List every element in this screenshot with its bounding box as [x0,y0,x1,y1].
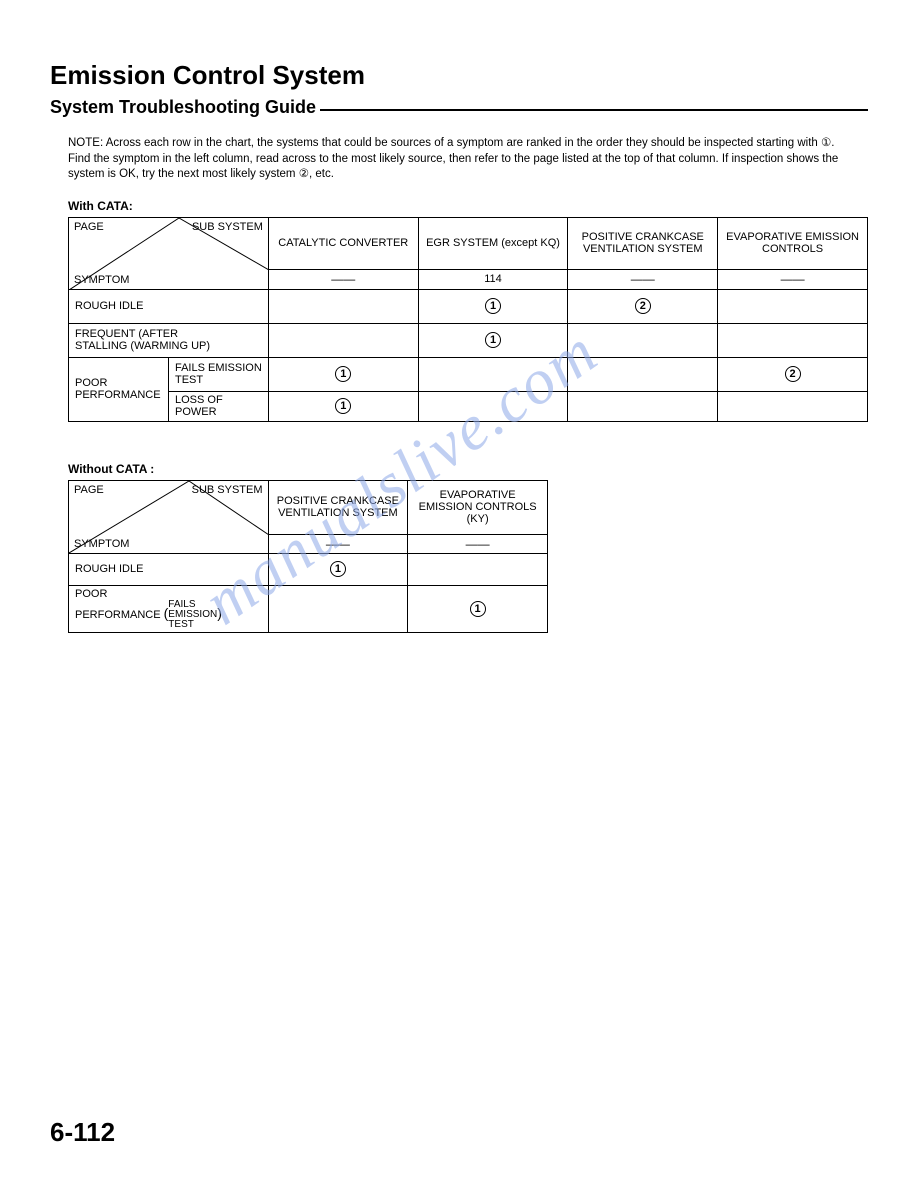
data-cell: 1 [268,357,418,391]
col-header: POSITIVE CRANKCASE VENTILATION SYSTEM [268,480,408,534]
table-row: ROUGH IDLE 1 2 [69,289,868,323]
data-cell [268,323,418,357]
data-cell [718,391,868,421]
subtitle: System Troubleshooting Guide [50,97,316,118]
symptom-cell: ROUGH IDLE [69,289,269,323]
data-cell [268,585,408,632]
diagonal-line-icon [69,218,268,289]
corner-cell: PAGE SUB SYSTEM SYMPTOM [69,217,269,289]
data-cell [268,289,418,323]
col-header: POSITIVE CRANKCASE VENTILATION SYSTEM [568,217,718,270]
table-without-cata: PAGE SUB SYSTEM SYMPTOM POSITIVE CRANKCA… [68,480,548,633]
col-header: EVAPORATIVE EMISSION CONTROLS [718,217,868,270]
page-ref-cell: —— [268,270,418,289]
symptom-sub-cell: FAILS EMISSION TEST [168,357,268,391]
data-cell [408,553,548,585]
data-cell: 1 [268,553,408,585]
data-cell [418,357,568,391]
data-cell [568,323,718,357]
note-text: NOTE: Across each row in the chart, the … [68,136,850,183]
data-cell [718,289,868,323]
table-row: ROUGH IDLE 1 [69,553,548,585]
data-cell: 1 [418,289,568,323]
table-row: PAGE SUB SYSTEM SYMPTOM CATALYTIC CONVER… [69,217,868,270]
data-cell: 1 [418,323,568,357]
page-ref-cell: 114 [418,270,568,289]
section1-label: With CATA: [68,199,868,213]
data-cell: 2 [568,289,718,323]
page-ref-cell: —— [408,534,548,553]
symptom-cell: POOR PERFORMANCE [69,357,169,421]
page-number: 6-112 [50,1117,115,1148]
subtitle-row: System Troubleshooting Guide [50,97,868,118]
section2-label: Without CATA : [68,462,868,476]
data-cell [418,391,568,421]
data-cell: 2 [718,357,868,391]
data-cell [718,323,868,357]
table-row: POOR PERFORMANCE FAILS EMISSION TEST 1 2 [69,357,868,391]
subtitle-rule [320,109,868,111]
table-row: PAGE SUB SYSTEM SYMPTOM POSITIVE CRANKCA… [69,480,548,534]
corner-cell: PAGE SUB SYSTEM SYMPTOM [69,480,269,553]
diagonal-line-icon [69,481,268,553]
col-header: EVAPORATIVE EMISSION CONTROLS (KY) [408,480,548,534]
page-ref-cell: —— [718,270,868,289]
data-cell [568,357,718,391]
symptom-cell: ROUGH IDLE [69,553,269,585]
table-row: FREQUENT (AFTER STALLING (WARMING UP) 1 [69,323,868,357]
data-cell: 1 [268,391,418,421]
symptom-cell: FREQUENT (AFTER STALLING (WARMING UP) [69,323,269,357]
data-cell: 1 [408,585,548,632]
symptom-cell: POORPERFORMANCE (FAILSEMISSIONTEST) [69,585,269,632]
table-row: POORPERFORMANCE (FAILSEMISSIONTEST) 1 [69,585,548,632]
page-title: Emission Control System [50,60,868,91]
col-header: CATALYTIC CONVERTER [268,217,418,270]
table-with-cata: PAGE SUB SYSTEM SYMPTOM CATALYTIC CONVER… [68,217,868,422]
table-row: LOSS OF POWER 1 [69,391,868,421]
col-header: EGR SYSTEM (except KQ) [418,217,568,270]
symptom-sub-cell: LOSS OF POWER [168,391,268,421]
data-cell [568,391,718,421]
page-ref-cell: —— [568,270,718,289]
page-ref-cell: —— [268,534,408,553]
